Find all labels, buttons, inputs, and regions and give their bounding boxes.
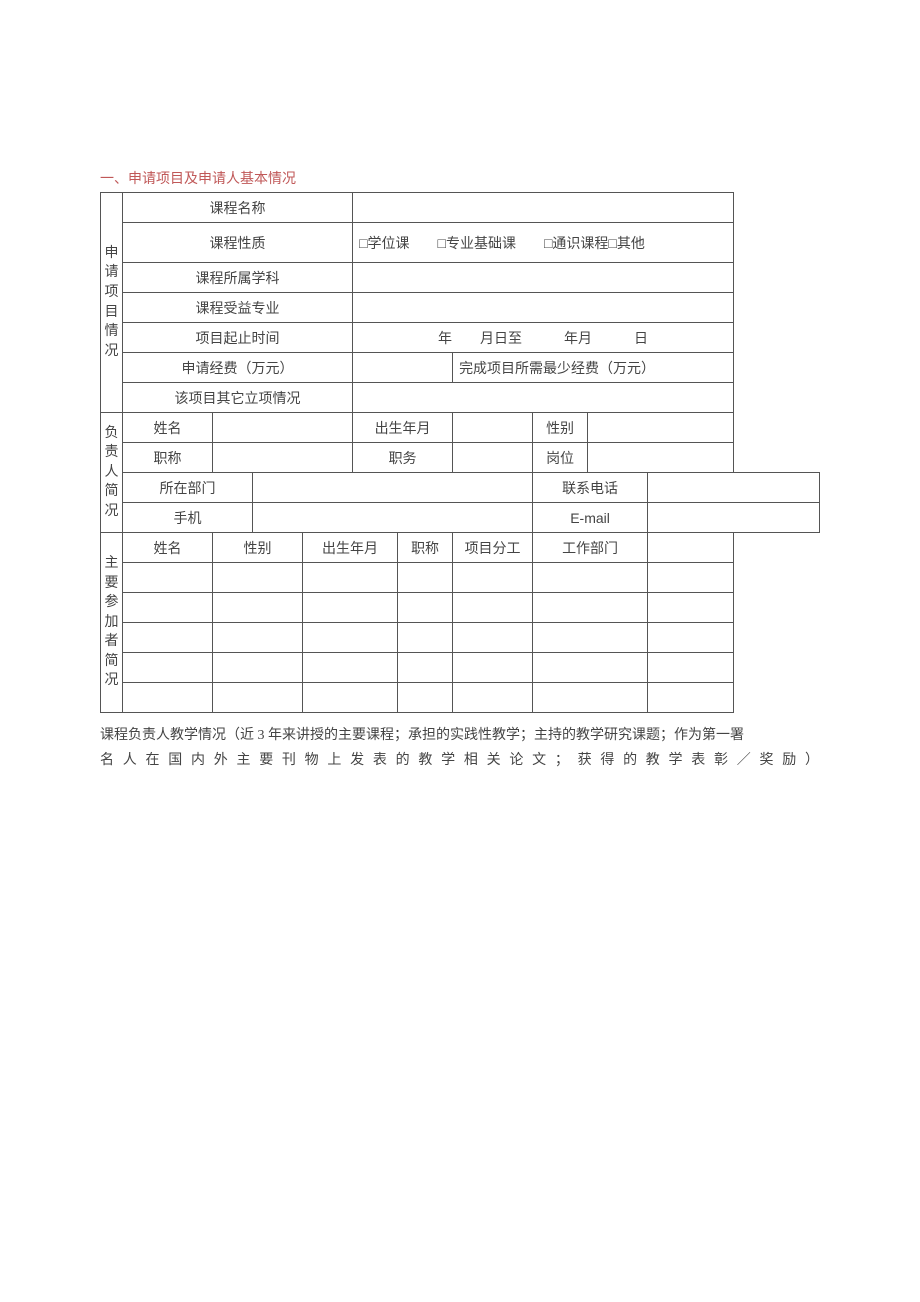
value-other-proj — [353, 383, 734, 413]
label-post: 岗位 — [533, 443, 588, 473]
value-name — [213, 413, 353, 443]
label-course-name: 课程名称 — [123, 193, 353, 223]
footer-line1: 课程负责人教学情况（近 3 年来讲授的主要课程；承担的实践性教学；主持的教学研究… — [100, 723, 820, 748]
value-course-type: □学位课 □专业基础课 □通识课程□其他 — [353, 223, 734, 263]
value-budget — [353, 353, 453, 383]
table-row — [101, 563, 820, 593]
ph-title: 职称 — [398, 533, 453, 563]
table-row — [101, 653, 820, 683]
value-title — [213, 443, 353, 473]
application-table: 申请项目情况 课程名称 课程性质 □学位课 □专业基础课 □通识课程□其他 课程… — [100, 192, 820, 713]
section3-label: 主要参加者简况 — [101, 533, 123, 713]
label-title: 职称 — [123, 443, 213, 473]
value-course-name — [353, 193, 734, 223]
ph-role: 项目分工 — [453, 533, 533, 563]
table-row — [101, 683, 820, 713]
value-subject — [353, 263, 734, 293]
label-mobile: 手机 — [123, 503, 253, 533]
value-dept — [253, 473, 533, 503]
label-budget: 申请经费（万元） — [123, 353, 353, 383]
value-majors — [353, 293, 734, 323]
label-min-budget: 完成项目所需最少经费（万元） — [453, 353, 734, 383]
table-row — [101, 623, 820, 653]
section-heading: 一、申请项目及申请人基本情况 — [100, 168, 820, 188]
ph-dept: 工作部门 — [533, 533, 648, 563]
ph-blank — [648, 533, 734, 563]
value-email — [648, 503, 820, 533]
label-other-proj: 该项目其它立项情况 — [123, 383, 353, 413]
label-subject: 课程所属学科 — [123, 263, 353, 293]
label-course-type: 课程性质 — [123, 223, 353, 263]
value-post — [588, 443, 734, 473]
value-mobile — [253, 503, 533, 533]
footer-line2: 名人在国内外主要刊物上发表的教学相关论文；获得的教学表彰／奖励） — [100, 748, 820, 773]
label-period: 项目起止时间 — [123, 323, 353, 353]
table-row — [101, 593, 820, 623]
label-phone: 联系电话 — [533, 473, 648, 503]
section2-label: 负责人简况 — [101, 413, 123, 533]
label-dept: 所在部门 — [123, 473, 253, 503]
footer-note: 课程负责人教学情况（近 3 年来讲授的主要课程；承担的实践性教学；主持的教学研究… — [100, 723, 820, 773]
value-period: 年 月日至 年月 日 — [353, 323, 734, 353]
label-majors: 课程受益专业 — [123, 293, 353, 323]
ph-birth: 出生年月 — [303, 533, 398, 563]
label-email: E-mail — [533, 503, 648, 533]
value-birth — [453, 413, 533, 443]
ph-gender: 性别 — [213, 533, 303, 563]
value-position — [453, 443, 533, 473]
label-birth: 出生年月 — [353, 413, 453, 443]
section1-label: 申请项目情况 — [101, 193, 123, 413]
value-phone — [648, 473, 820, 503]
label-name: 姓名 — [123, 413, 213, 443]
label-position: 职务 — [353, 443, 453, 473]
ph-name: 姓名 — [123, 533, 213, 563]
label-gender: 性别 — [533, 413, 588, 443]
value-gender — [588, 413, 734, 443]
